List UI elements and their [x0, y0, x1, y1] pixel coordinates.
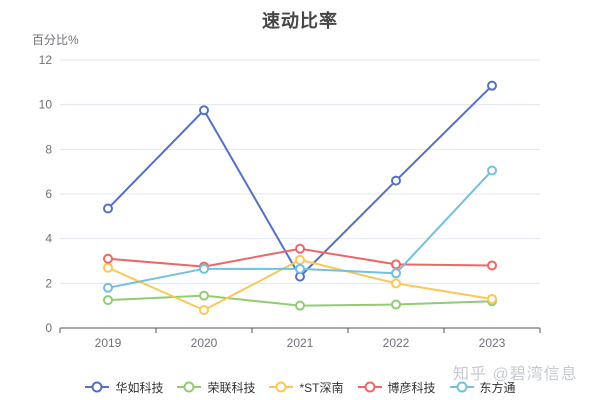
data-point-marker[interactable] [295, 300, 305, 311]
data-point-marker[interactable] [295, 254, 305, 265]
data-point-marker[interactable] [487, 165, 497, 176]
y-axis-name: 百分比% [32, 33, 79, 47]
legend-item[interactable]: 华如科技 [84, 379, 163, 396]
data-point-marker[interactable] [103, 253, 113, 264]
data-point-marker[interactable] [295, 243, 305, 254]
data-point-marker[interactable] [487, 260, 497, 271]
legend-line-marker-icon [177, 381, 202, 393]
data-point-marker[interactable] [487, 293, 497, 304]
legend-item[interactable]: 荣联科技 [176, 379, 255, 396]
data-point-marker[interactable] [103, 295, 113, 306]
data-point-marker[interactable] [199, 105, 209, 116]
x-tick-label: 2020 [191, 336, 218, 350]
y-tick-label: 12 [39, 53, 53, 67]
legend-line-marker-icon [449, 381, 474, 393]
y-tick-label: 10 [39, 98, 53, 112]
legend-item-label: 荣联科技 [207, 380, 256, 395]
y-tick-label: 4 [45, 232, 52, 246]
data-point-marker[interactable] [391, 299, 401, 310]
x-tick-label: 2021 [287, 336, 314, 350]
y-tick-label: 0 [45, 321, 52, 335]
data-point-marker[interactable] [391, 259, 401, 270]
legend-line-marker-icon [357, 381, 382, 393]
legend-item-label: 博彦科技 [387, 380, 436, 395]
x-tick-label: 2019 [95, 336, 122, 350]
legend-item-label: 东方通 [479, 380, 516, 395]
data-point-marker[interactable] [103, 203, 113, 214]
y-tick-label: 2 [45, 276, 52, 290]
legend-item[interactable]: *ST深南 [268, 379, 344, 396]
data-point-marker[interactable] [391, 278, 401, 289]
data-point-marker[interactable] [487, 80, 497, 91]
x-tick-label: 2023 [479, 336, 506, 350]
data-point-marker[interactable] [391, 268, 401, 279]
legend-item[interactable]: 东方通 [449, 379, 516, 396]
data-point-marker[interactable] [199, 290, 209, 301]
legend-item-label: 华如科技 [115, 380, 164, 395]
legend-item[interactable]: 博彦科技 [357, 379, 436, 396]
y-tick-label: 8 [45, 142, 52, 156]
data-point-marker[interactable] [199, 305, 209, 316]
y-tick-label: 6 [45, 187, 52, 201]
x-tick-label: 2022 [383, 336, 410, 350]
legend: 华如科技 荣联科技 *ST深南 博彦科技 东方通 [0, 376, 600, 398]
legend-line-marker-icon [85, 381, 110, 393]
data-point-marker[interactable] [199, 263, 209, 274]
data-point-marker[interactable] [103, 262, 113, 273]
chart-title: 速动比率 [262, 11, 338, 31]
data-point-marker[interactable] [391, 175, 401, 186]
data-point-marker[interactable] [103, 282, 113, 293]
data-point-marker[interactable] [295, 271, 305, 282]
legend-item-label: *ST深南 [299, 380, 344, 395]
data-point-marker[interactable] [295, 263, 305, 274]
legend-line-marker-icon [269, 381, 294, 393]
